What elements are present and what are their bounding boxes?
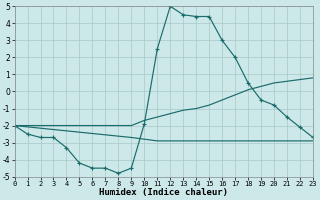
X-axis label: Humidex (Indice chaleur): Humidex (Indice chaleur) <box>99 188 228 197</box>
